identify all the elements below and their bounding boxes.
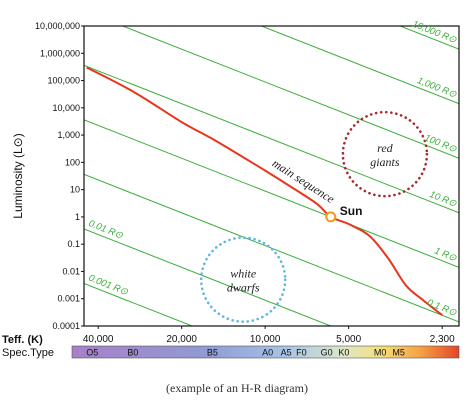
spectral-type-bar (71, 345, 460, 359)
x-tick-label: 10,000 (250, 334, 281, 345)
region-label-line1: red (377, 141, 394, 155)
spectral-type-label: A0 (262, 348, 273, 358)
y-tick-label: 10,000,000 (35, 21, 80, 31)
spectral-type-label: K0 (338, 348, 349, 358)
radius-line (121, 26, 459, 159)
radius-line (260, 26, 459, 105)
spectral-type-label: A5 (281, 348, 292, 358)
radius-line (84, 64, 459, 214)
y-tick-label: 0.0001 (52, 321, 80, 331)
radius-line-label: 1,000 R⊙ (416, 75, 458, 100)
y-tick-label: 1,000,000 (40, 48, 80, 58)
radius-line-label: 0.001 R⊙ (87, 273, 129, 298)
sun-label: Sun (340, 204, 363, 218)
spectral-type-label: B0 (127, 348, 138, 358)
main-sequence-label: main sequence (270, 156, 338, 206)
y-tick-label: 10 (70, 185, 80, 195)
spectral-type-label: G0 (321, 348, 333, 358)
region-white-dwarfs (199, 236, 287, 323)
y-tick-label: 1 (75, 212, 80, 222)
spectral-type-label: O5 (86, 348, 98, 358)
radius-line-label: 1 R⊙ (433, 246, 458, 265)
spectral-type-label: M5 (392, 348, 405, 358)
x-axis-label: Teff. (K) (2, 334, 43, 346)
sun-marker (325, 211, 337, 223)
region-label-line2: dwarfs (227, 281, 260, 295)
y-tick-label: 100,000 (47, 76, 80, 86)
figure-caption: (example of an H-R diagram) (166, 381, 308, 395)
main-sequence-line (86, 66, 443, 316)
y-tick-label: 0.001 (57, 294, 80, 304)
plot-frame (83, 25, 460, 327)
spectral-row-label: Spec.Type (2, 347, 54, 359)
y-tick-label: 100 (65, 157, 80, 167)
radius-line-label: 100 R⊙ (423, 133, 458, 155)
radius-line (84, 283, 194, 326)
x-tick-label: 5,000 (336, 334, 361, 345)
y-tick-label: 10,000 (52, 103, 80, 113)
radius-line-label: 10,000 R⊙ (411, 19, 458, 46)
radius-line (84, 228, 333, 326)
x-tick-label: 40,000 (83, 334, 114, 345)
spectral-type-label: B5 (207, 348, 218, 358)
x-tick-label: 2,300 (430, 334, 455, 345)
y-tick-label: 0.1 (67, 239, 80, 249)
region-red-giants (341, 110, 429, 198)
y-axis-label: Luminosity (L⊙) (11, 133, 25, 218)
y-tick-label: 1,000 (57, 130, 80, 140)
y-tick-label: 0.01 (62, 266, 80, 276)
region-label-line2: giants (370, 155, 400, 169)
x-tick-label: 20,000 (166, 334, 197, 345)
radius-line (84, 119, 459, 268)
region-label-line1: white (230, 267, 257, 281)
spectral-type-label: M0 (374, 348, 387, 358)
spectral-type-label: F0 (296, 348, 307, 358)
radius-line (398, 26, 459, 50)
